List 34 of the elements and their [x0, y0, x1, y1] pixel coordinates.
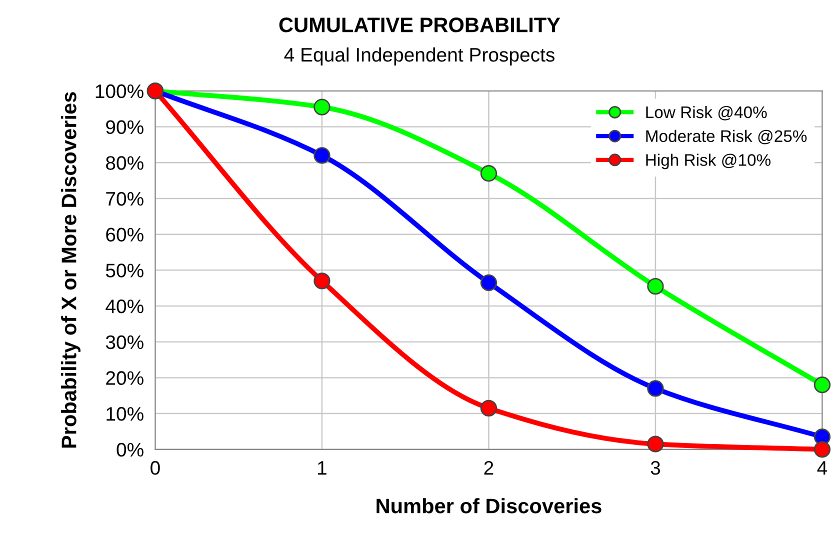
y-tick-label: 70%	[106, 192, 144, 206]
legend-label: Moderate Risk @25%	[646, 130, 807, 144]
y-tick-label: 0%	[116, 442, 144, 457]
y-tick-label: 10%	[106, 407, 144, 421]
point	[647, 380, 664, 397]
y-axis-title: Probability of X or More Discoveries	[61, 92, 80, 448]
point	[314, 272, 330, 290]
legend-label: Low Risk @40%	[646, 106, 767, 120]
y-tick-label: 80%	[106, 156, 144, 170]
point	[314, 98, 330, 116]
point	[647, 278, 664, 295]
x-tick-label: 0	[150, 461, 160, 475]
x-axis-title: Number of Discoveries	[376, 498, 602, 514]
legend-label: High Risk @10%	[646, 154, 770, 170]
y-tick-label: 50%	[106, 264, 144, 278]
y-tick-label: 90%	[106, 120, 144, 134]
y-tick-label: 60%	[106, 228, 144, 242]
y-tick-label: 30%	[106, 335, 144, 350]
point	[814, 441, 831, 458]
y-tick-label: 100%	[96, 84, 144, 98]
y-tick-label: 40%	[106, 299, 144, 314]
chart-title: CUMULATIVE PROBABILITY	[279, 18, 560, 32]
point	[814, 376, 831, 394]
point	[647, 436, 664, 452]
point	[480, 274, 498, 292]
x-tick-label: 1	[318, 461, 326, 475]
y-tick-label: 20%	[106, 371, 144, 385]
x-tick-label: 2	[484, 461, 494, 475]
point	[480, 165, 498, 182]
x-tick-label: 4	[817, 461, 828, 475]
point	[314, 147, 330, 164]
x-tick-label: 3	[650, 461, 660, 475]
point	[480, 400, 498, 417]
chart-subtitle: 4 Equal Independent Prospects	[284, 47, 554, 66]
